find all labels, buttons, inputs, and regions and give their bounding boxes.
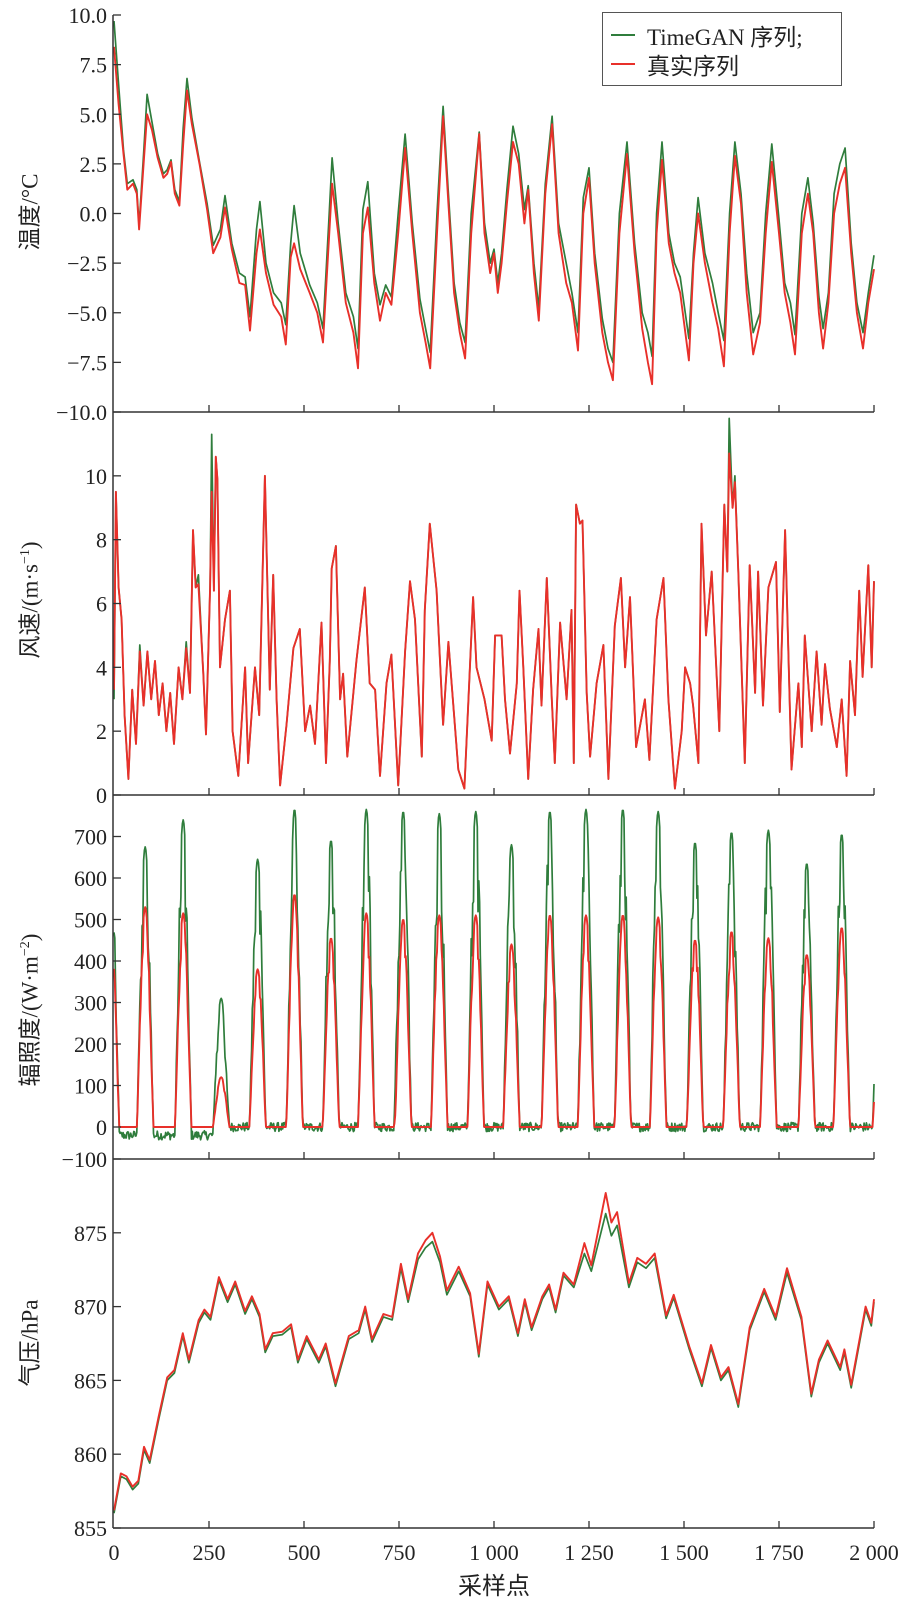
- x-tick-label: 1 500: [659, 1540, 709, 1565]
- legend-item-timegan: TimeGAN 序列;: [611, 21, 803, 50]
- panel-temperature: 10.0 7.5 5.0 2.5 0.0 −2.5 −5.0 −7.5 −10.0: [56, 3, 875, 425]
- y-tick-label: −10.0: [56, 400, 107, 425]
- ylabel-tail: ): [16, 933, 42, 942]
- x-tick-label: 1 000: [469, 1540, 519, 1565]
- ylabel-irradiance: 辐照度/(W·m−2): [10, 934, 44, 1087]
- y-tick-label: −7.5: [67, 350, 107, 375]
- y-tick-label: 600: [74, 866, 107, 891]
- y-tick-label: −2.5: [67, 251, 107, 276]
- y-tick-label: 300: [74, 991, 107, 1016]
- ylabel-tail: ): [17, 541, 43, 550]
- y-tick-label: 7.5: [80, 53, 108, 78]
- series-line-timegan-pressure: [113, 1212, 875, 1514]
- x-tick-label: 500: [288, 1540, 321, 1565]
- ylabel-sup: −1: [17, 549, 33, 565]
- legend-swatch-real: [611, 63, 635, 65]
- y-tick-label: 2.5: [80, 152, 108, 177]
- panel-pressure: 875 870 865 860 855: [74, 1191, 875, 1541]
- legend-swatch-timegan: [611, 34, 635, 36]
- x-tick-label: 250: [193, 1540, 226, 1565]
- y-tick-label: 8: [96, 528, 107, 553]
- ylabel-text: 辐照度/(W·m: [16, 956, 42, 1087]
- y-tick-label: 860: [74, 1442, 107, 1467]
- y-tick-label: 5.0: [80, 102, 108, 127]
- legend: TimeGAN 序列; 真实序列: [602, 12, 842, 86]
- series-line-real-irradiance: [113, 894, 875, 1128]
- y-tick-label: 10: [85, 464, 107, 489]
- ylabel-pressure: 气压/hPa: [10, 1300, 44, 1387]
- y-tick-label: 855: [74, 1516, 107, 1541]
- y-tick-label: 4: [96, 655, 107, 680]
- panel-wind_speed: 10 8 6 4 2 0: [85, 417, 875, 808]
- ylabel-sup: −2: [17, 941, 33, 957]
- y-tick-label: 0.0: [80, 202, 108, 227]
- xlabel: 采样点: [458, 1574, 530, 1598]
- legend-item-real: 真实序列: [611, 50, 739, 79]
- y-tick-label: 870: [74, 1295, 107, 1320]
- series-line-timegan-temperature: [113, 20, 875, 364]
- y-tick-label: 0: [96, 783, 107, 808]
- y-tick-label: 6: [96, 592, 107, 617]
- y-tick-label: 200: [74, 1032, 107, 1057]
- series-line-timegan-irradiance: [113, 808, 875, 1141]
- legend-label: 真实序列: [647, 54, 739, 79]
- y-tick-label: 500: [74, 908, 107, 933]
- y-tick-label: 100: [74, 1074, 107, 1099]
- x-tick-label: 1 250: [564, 1540, 614, 1565]
- y-tick-label: 400: [74, 949, 107, 974]
- y-tick-label: 875: [74, 1221, 107, 1246]
- series-line-real-pressure: [113, 1191, 875, 1511]
- legend-label: TimeGAN 序列;: [647, 25, 803, 50]
- panel-irradiance: 700 600 500 400 300 200 100 0 −100: [62, 808, 875, 1172]
- y-tick-label: 10.0: [69, 3, 108, 28]
- y-tick-label: 2: [96, 719, 107, 744]
- y-tick-label: 865: [74, 1368, 107, 1393]
- x-tick-label: 750: [383, 1540, 416, 1565]
- y-tick-label: 0: [96, 1115, 107, 1140]
- ylabel-text: 气压/hPa: [16, 1299, 42, 1387]
- series-line-real-temperature: [113, 46, 875, 386]
- ylabel-text: 温度/°C: [16, 173, 42, 251]
- x-tick-label: 2 000: [849, 1540, 899, 1565]
- series-line-real-wind_speed: [113, 452, 875, 790]
- x-tick-label: 1 750: [754, 1540, 804, 1565]
- y-tick-label: −100: [62, 1147, 107, 1172]
- ylabel-temperature: 温度/°C: [10, 174, 44, 251]
- y-tick-label: 700: [74, 825, 107, 850]
- y-tick-label: −5.0: [67, 301, 107, 326]
- ylabel-text: 风速/(m·s: [17, 564, 43, 659]
- ylabel-wind-speed: 风速/(m·s−1): [10, 541, 44, 658]
- x-tick-label: 0: [109, 1540, 120, 1565]
